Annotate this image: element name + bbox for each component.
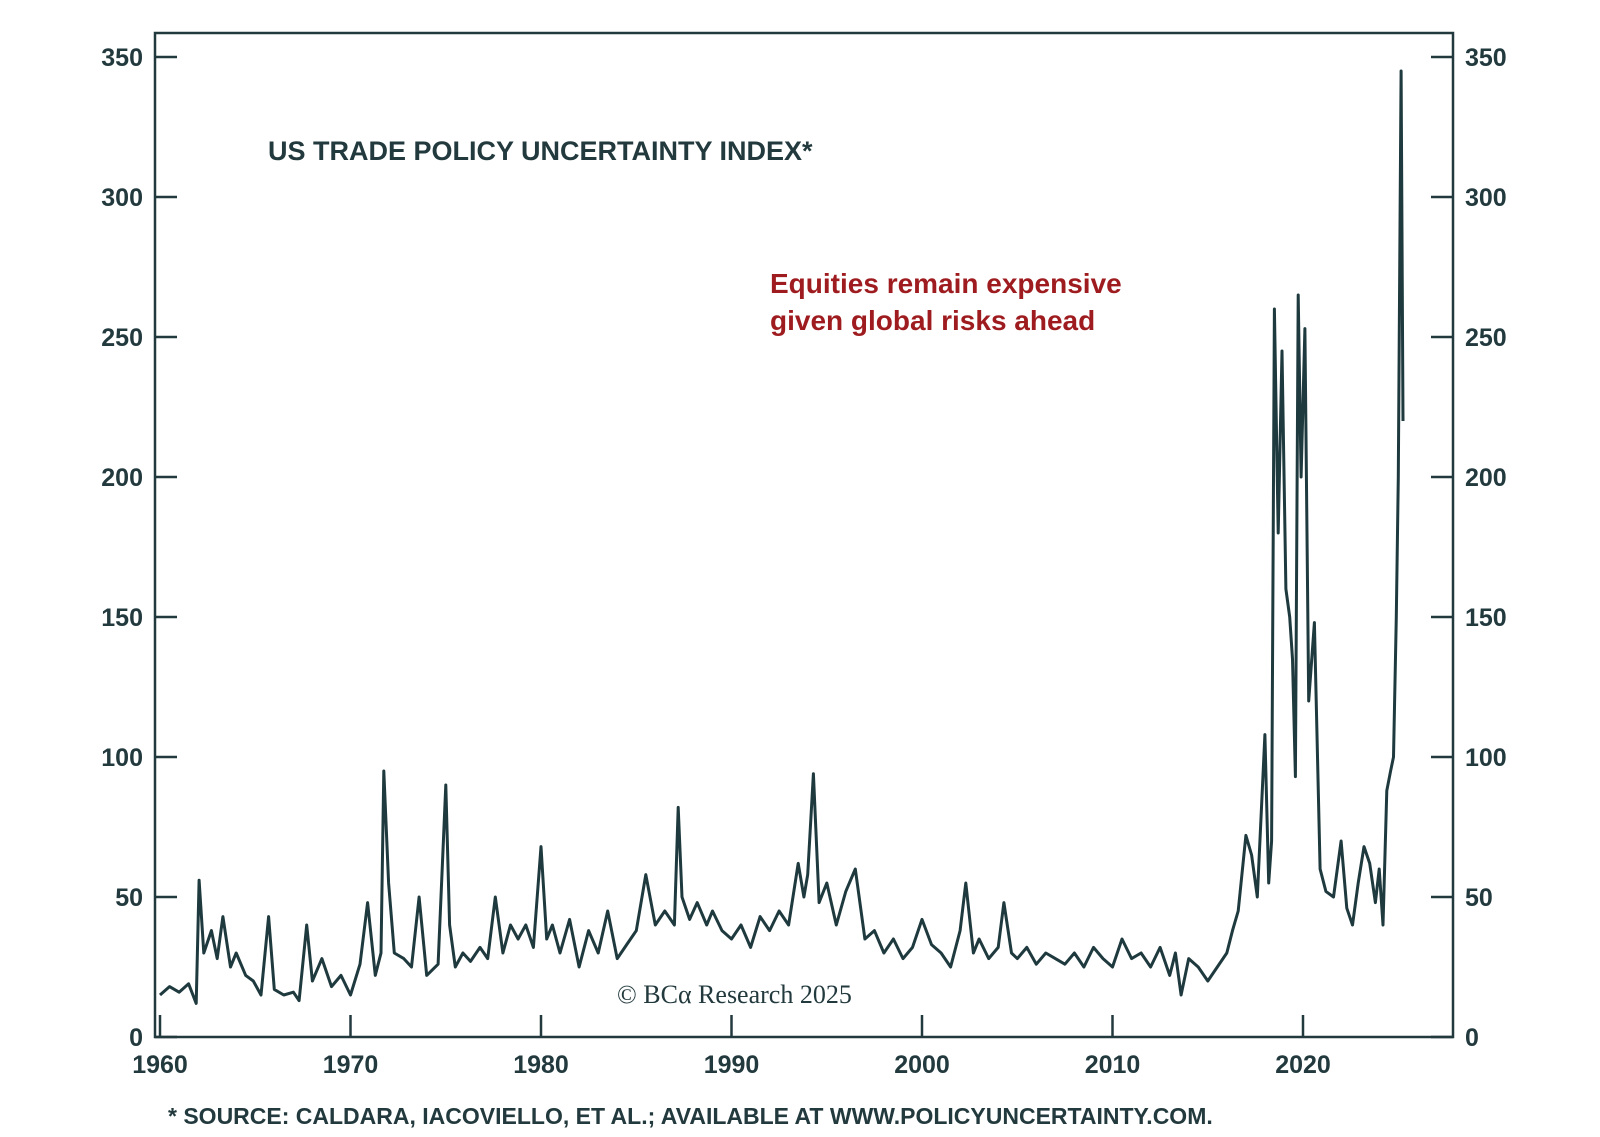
y-tick-label-left: 200 — [101, 464, 143, 492]
index-series-line — [159, 69, 1405, 1005]
y-tick-label-left: 50 — [115, 884, 143, 912]
y-tick-label-left: 350 — [101, 44, 143, 72]
y-axis-left: 0 50 100 150 200 250 300 350 — [101, 44, 177, 1052]
y-tick-label-right: 350 — [1465, 44, 1507, 72]
x-tick-label: 1970 — [323, 1051, 379, 1079]
y-tick-label-left: 100 — [101, 744, 143, 772]
y-axis-right: 0 50 100 150 200 250 300 350 — [1431, 44, 1507, 1052]
source-note: * SOURCE: CALDARA, IACOVIELLO, ET AL.; A… — [168, 1103, 1213, 1129]
x-tick-label: 1990 — [704, 1051, 760, 1079]
y-tick-label-left: 0 — [129, 1024, 143, 1052]
bca-credit: © BCα Research 2025 — [617, 980, 852, 1009]
y-tick-label-right: 50 — [1465, 884, 1493, 912]
x-tick-label: 2020 — [1275, 1051, 1331, 1079]
plot-frame — [153, 31, 1455, 1039]
y-tick-label-left: 250 — [101, 324, 143, 352]
x-tick-label: 1980 — [513, 1051, 569, 1079]
y-tick-label-right: 300 — [1465, 184, 1507, 212]
x-tick-label: 2010 — [1085, 1051, 1141, 1079]
x-axis: 1960 1970 1980 1990 2000 2010 2020 — [132, 1015, 1331, 1079]
y-tick-label-right: 150 — [1465, 604, 1507, 632]
y-tick-label-right: 100 — [1465, 744, 1507, 772]
y-tick-label-right: 200 — [1465, 464, 1507, 492]
y-tick-label-left: 300 — [101, 184, 143, 212]
x-tick-label: 1960 — [132, 1051, 188, 1079]
annotation-line-1: Equities remain expensive — [770, 268, 1122, 299]
x-tick-label: 2000 — [894, 1051, 950, 1079]
y-tick-label-right: 0 — [1465, 1024, 1479, 1052]
y-tick-label-left: 150 — [101, 604, 143, 632]
annotation-line-2: given global risks ahead — [770, 305, 1095, 336]
chart-title: US TRADE POLICY UNCERTAINTY INDEX* — [268, 136, 813, 166]
y-tick-label-right: 250 — [1465, 324, 1507, 352]
